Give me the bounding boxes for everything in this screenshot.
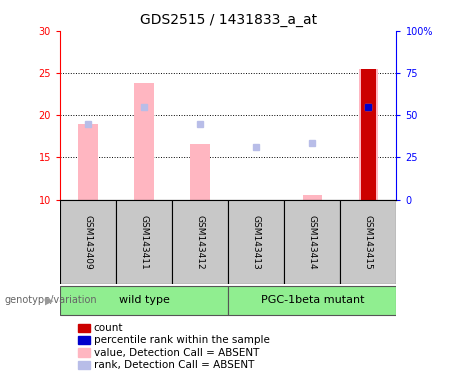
Bar [116, 200, 172, 284]
Bar [78, 124, 98, 200]
Text: rank, Detection Call = ABSENT: rank, Detection Call = ABSENT [94, 360, 254, 370]
Text: value, Detection Call = ABSENT: value, Detection Call = ABSENT [94, 348, 259, 358]
Bar [284, 200, 340, 284]
Text: GSM143413: GSM143413 [252, 215, 261, 269]
Bar [361, 69, 376, 200]
Text: wild type: wild type [118, 295, 170, 305]
Title: GDS2515 / 1431833_a_at: GDS2515 / 1431833_a_at [140, 13, 317, 27]
Text: ▶: ▶ [45, 295, 53, 305]
Bar [302, 195, 322, 200]
Bar [340, 200, 396, 284]
Bar [60, 286, 228, 315]
Bar [228, 286, 396, 315]
Bar [190, 144, 210, 200]
Bar [359, 69, 378, 200]
Text: GSM143412: GSM143412 [195, 215, 205, 269]
Text: percentile rank within the sample: percentile rank within the sample [94, 335, 270, 345]
Bar [172, 200, 228, 284]
Bar [228, 200, 284, 284]
Text: PGC-1beta mutant: PGC-1beta mutant [260, 295, 364, 305]
Text: GSM143415: GSM143415 [364, 215, 373, 269]
Text: GSM143414: GSM143414 [308, 215, 317, 269]
Text: GSM143411: GSM143411 [140, 215, 148, 269]
Bar [60, 200, 116, 284]
Bar [134, 83, 154, 200]
Text: genotype/variation: genotype/variation [5, 295, 97, 305]
Text: count: count [94, 323, 123, 333]
Text: GSM143409: GSM143409 [83, 215, 93, 269]
